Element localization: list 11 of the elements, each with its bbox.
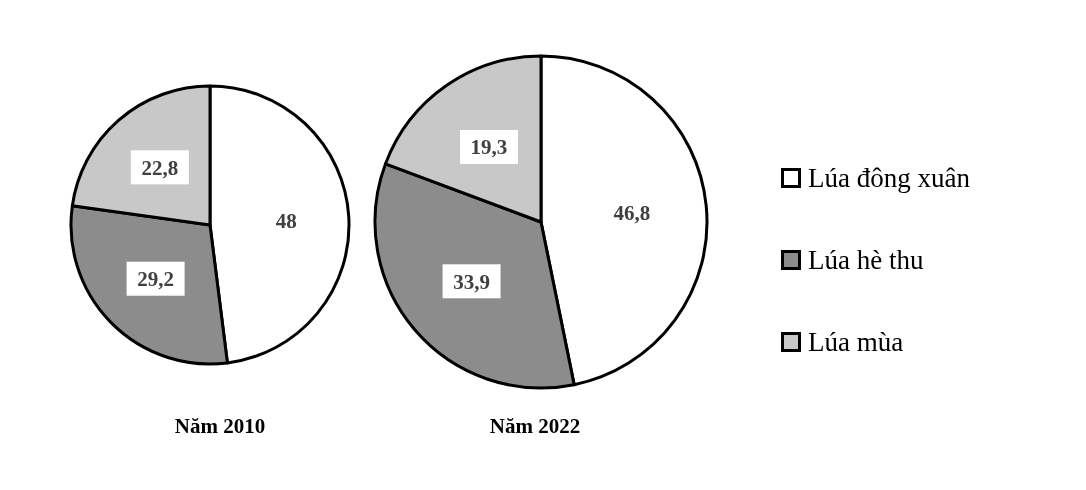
data-label: 46,8: [613, 201, 651, 226]
legend-label: Lúa mùa: [808, 327, 904, 357]
data-label: 33,9: [453, 269, 490, 294]
data-label: 29,2: [137, 267, 174, 292]
data-label: 19,3: [470, 135, 508, 160]
text: Năm 2010: [174, 414, 266, 438]
data-label: 22,8: [141, 155, 179, 180]
legend-label: Lúa hè thu: [808, 245, 924, 275]
data-label: 48: [275, 208, 297, 233]
legend-label: Lúa đông xuân: [808, 163, 971, 193]
text: Năm 2022: [489, 414, 581, 438]
